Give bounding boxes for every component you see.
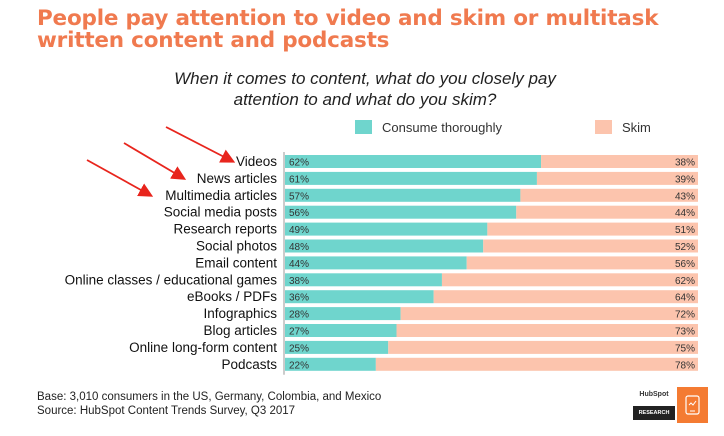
chart-title: When it comes to content, what do you cl…	[174, 69, 556, 109]
bar-consume	[285, 290, 434, 304]
data-label-consume: 48%	[289, 242, 309, 253]
category-label: Email content	[195, 255, 277, 270]
category-label: Social media posts	[164, 205, 278, 220]
data-label-skim: 51%	[675, 225, 695, 236]
bar-skim	[541, 155, 698, 168]
data-label-skim: 43%	[675, 191, 695, 202]
bar-consume	[285, 256, 467, 270]
category-label: Online long-form content	[129, 340, 277, 355]
stacked-bar-chart: Consume thoroughly Skim Videos 62% 38% News a…	[65, 120, 698, 375]
base-note: Base: 3,010 consumers in the US, Germany…	[37, 391, 382, 403]
bar-skim	[520, 188, 698, 202]
data-label-skim: 52%	[675, 242, 695, 253]
legend-label-1: Skim	[622, 120, 651, 135]
bar-skim	[466, 256, 698, 270]
bar-consume	[285, 340, 389, 354]
data-label-consume: 38%	[289, 276, 309, 287]
data-label-consume: 57%	[289, 191, 309, 202]
bar-skim	[396, 324, 698, 337]
annotation-arrow	[123, 142, 187, 180]
data-label-consume: 36%	[289, 293, 309, 304]
data-label-consume: 49%	[289, 225, 309, 236]
bar-consume	[285, 307, 401, 321]
bar-consume	[285, 205, 517, 219]
data-label-skim: 39%	[675, 174, 695, 185]
data-label-consume: 44%	[289, 259, 309, 270]
data-label-skim: 38%	[675, 158, 695, 169]
bar-consume	[285, 188, 521, 202]
data-label-consume: 62%	[289, 158, 309, 169]
bar-consume	[285, 222, 488, 236]
data-label-skim: 72%	[675, 310, 695, 321]
bar-skim	[536, 171, 698, 185]
hubspot-research-badge: HubSpot RESEARCH	[633, 389, 675, 423]
hubspot-logo: HubSpot	[639, 391, 669, 398]
bar-consume	[285, 357, 376, 371]
bar-skim	[388, 340, 698, 354]
category-label: Podcasts	[221, 357, 277, 372]
data-label-skim: 44%	[675, 208, 695, 219]
footnotes: Base: 3,010 consumers in the US, Germany…	[37, 390, 381, 418]
phone-icon	[677, 387, 708, 423]
data-label-skim: 56%	[675, 259, 695, 270]
data-label-skim: 78%	[675, 360, 695, 371]
annotation-arrow	[165, 126, 236, 163]
bar-skim	[433, 290, 698, 304]
data-label-skim: 73%	[675, 327, 695, 338]
bar-consume	[285, 324, 397, 337]
bar-consume	[285, 171, 537, 185]
data-label-consume: 27%	[289, 327, 309, 338]
category-label: Infographics	[203, 306, 277, 321]
category-label: Online classes / educational games	[65, 272, 278, 287]
bar-skim	[487, 222, 698, 236]
research-label: RESEARCH	[633, 406, 675, 420]
category-label: News articles	[197, 171, 278, 186]
category-label: eBooks / PDFs	[187, 289, 277, 304]
data-label-consume: 22%	[289, 360, 309, 371]
bar-skim	[400, 307, 698, 321]
category-label: Social photos	[196, 239, 277, 254]
data-label-consume: 56%	[289, 208, 309, 219]
category-label: Blog articles	[203, 323, 277, 338]
data-label-consume: 28%	[289, 310, 309, 321]
source-note: Source: HubSpot Content Trends Survey, Q…	[37, 405, 296, 417]
legend-label-0: Consume thoroughly	[382, 120, 502, 135]
bar-skim	[483, 239, 698, 253]
category-label: Videos	[236, 154, 277, 169]
data-label-consume: 61%	[289, 174, 309, 185]
data-label-skim: 62%	[675, 276, 695, 287]
headline: People pay attention to video and skim o…	[37, 6, 659, 53]
legend-swatch-0	[355, 120, 372, 134]
category-label: Multimedia articles	[165, 188, 277, 203]
bar-skim	[516, 205, 698, 219]
bar-consume	[285, 239, 484, 253]
bar-skim	[441, 273, 698, 287]
annotation-arrow	[86, 159, 154, 197]
bar-skim	[375, 357, 698, 371]
legend-swatch-1	[595, 120, 612, 134]
data-label-skim: 64%	[675, 293, 695, 304]
data-label-skim: 75%	[675, 343, 695, 354]
category-label: Research reports	[173, 222, 277, 237]
data-label-consume: 25%	[289, 343, 309, 354]
bar-consume	[285, 273, 442, 287]
bar-consume	[285, 155, 542, 168]
